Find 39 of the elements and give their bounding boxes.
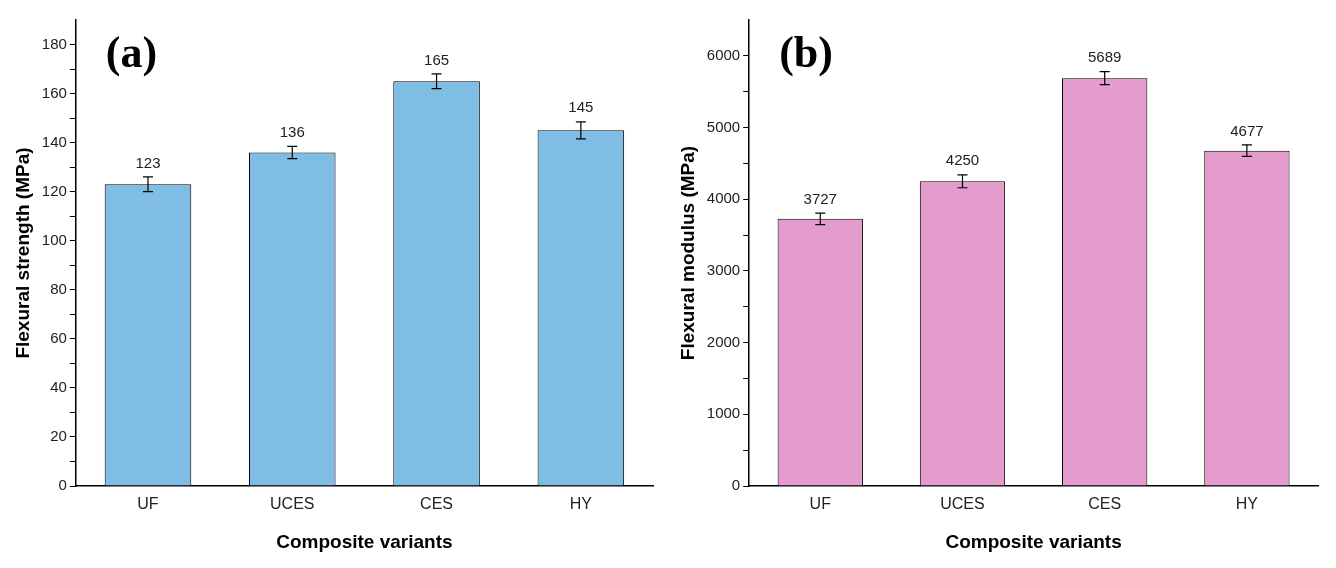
x-tick-label: UF — [809, 495, 832, 513]
y-tick-label: 140 — [41, 132, 67, 150]
x-tick-label: HY — [1235, 495, 1259, 513]
x-axis-title: Composite variants — [945, 530, 1122, 552]
data-label: 165 — [424, 50, 450, 68]
y-tick-label: 20 — [50, 427, 67, 445]
x-tick-label: UF — [137, 495, 159, 513]
y-tick-label: 0 — [58, 476, 67, 494]
chart-title: (a) — [105, 28, 158, 78]
y-tick-label: 60 — [50, 328, 67, 346]
data-label: 3727 — [803, 189, 837, 207]
x-tick-label: HY — [569, 495, 593, 513]
y-axis-title: Flexural strength (MPa) — [11, 147, 33, 359]
data-label: 4677 — [1230, 121, 1264, 139]
data-label: 123 — [135, 153, 161, 171]
y-axis-title: Flexural modulus (MPa) — [676, 145, 698, 361]
x-tick-label: UCES — [940, 495, 985, 513]
y-tick-label: 180 — [41, 34, 67, 52]
y-tick-label: 120 — [41, 181, 67, 199]
y-tick-label: 3000 — [706, 261, 741, 279]
x-axis-title: Composite variants — [276, 530, 453, 552]
data-label: 145 — [568, 98, 594, 116]
y-tick-label: 2000 — [706, 332, 741, 350]
y-tick-label: 6000 — [706, 45, 741, 63]
y-tick-label: 1000 — [706, 404, 741, 422]
x-tick-label: CES — [1088, 495, 1122, 513]
data-label: 4250 — [945, 151, 980, 169]
y-tick-label: 100 — [41, 230, 67, 248]
y-tick-label: 40 — [50, 378, 67, 396]
y-tick-label: 160 — [41, 83, 67, 101]
chart-title: (b) — [779, 28, 833, 78]
y-tick-label: 4000 — [706, 189, 741, 207]
x-tick-label: UCES — [270, 495, 315, 513]
y-tick-label: 5000 — [706, 117, 741, 135]
data-label: 5689 — [1088, 48, 1122, 66]
x-tick-label: CES — [420, 495, 454, 513]
data-label: 136 — [279, 122, 305, 140]
y-tick-label: 80 — [50, 279, 67, 297]
y-tick-label: 0 — [731, 476, 741, 494]
